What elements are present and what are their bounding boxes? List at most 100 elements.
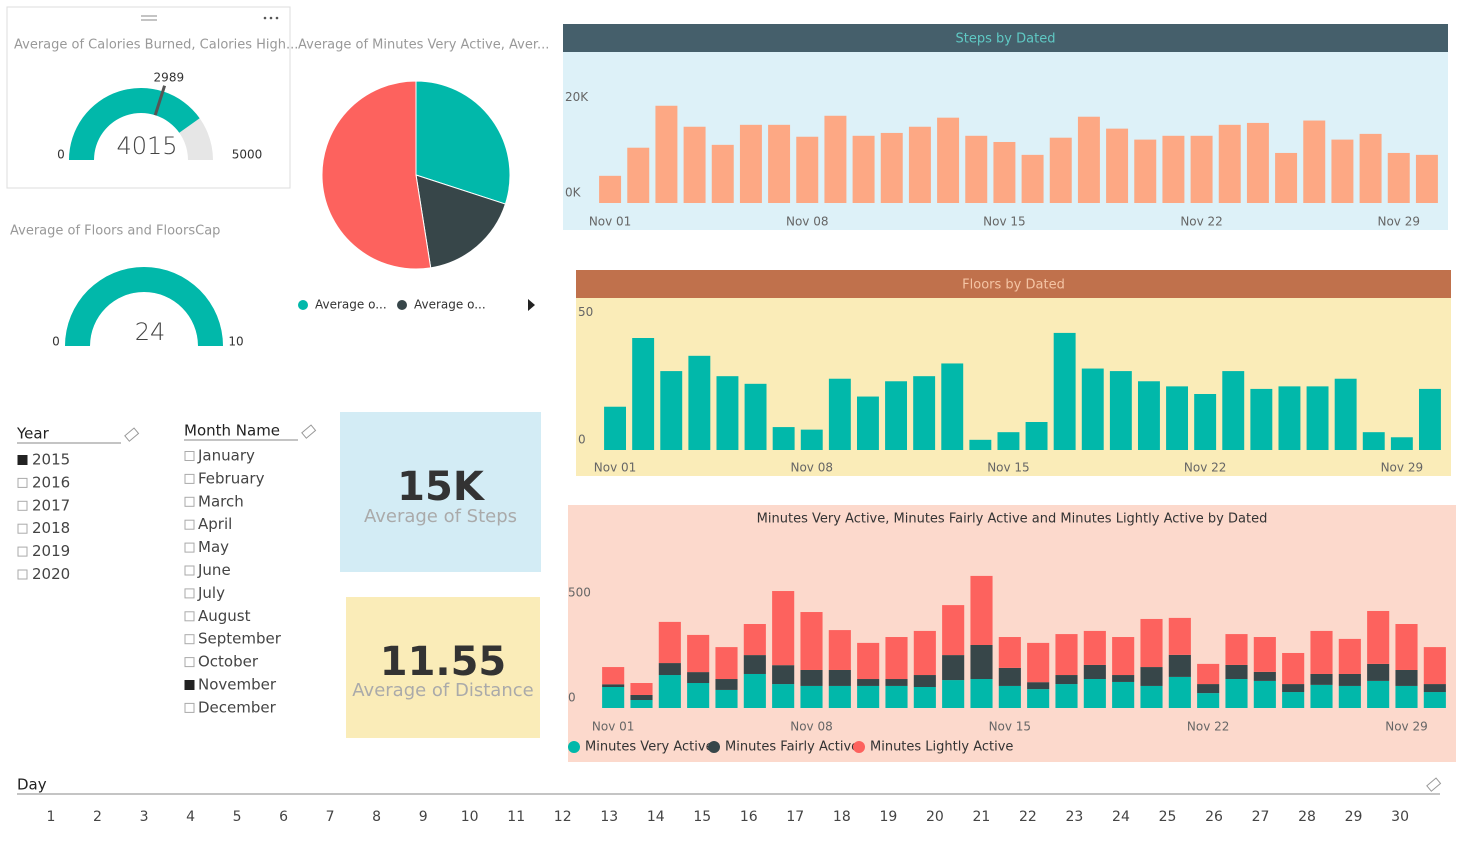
slicer-item: 2015: [32, 451, 70, 469]
bar: [965, 135, 988, 203]
bar: [739, 124, 762, 203]
slicer-checkbox[interactable]: [184, 519, 195, 530]
more-options[interactable]: [263, 16, 279, 20]
slicer-item: March: [198, 492, 244, 510]
bar-segment: [998, 685, 1021, 708]
legend-next-arrow[interactable]: [528, 299, 535, 311]
bar: [824, 115, 847, 203]
bar-segment: [1225, 634, 1248, 665]
bar: [1190, 135, 1213, 203]
slicer-item[interactable]: 19: [879, 809, 897, 825]
bar: [1303, 120, 1326, 203]
slicer-item[interactable]: 6: [279, 809, 288, 825]
drag-handle[interactable]: [141, 15, 157, 21]
bar: [796, 136, 819, 203]
bar: [711, 144, 734, 203]
y-tick-label: 50: [578, 305, 593, 319]
bar: [627, 147, 650, 203]
slicer-item[interactable]: 21: [972, 809, 990, 825]
slicer-checkbox[interactable]: [17, 546, 28, 557]
gauge-title: Average of Calories Burned, Calories Hig…: [14, 38, 298, 53]
bar: [908, 126, 931, 203]
bar-segment: [970, 645, 993, 680]
bar: [1306, 386, 1329, 450]
bar-segment: [942, 605, 965, 656]
slicer-item[interactable]: 2: [93, 809, 102, 825]
slicer-checkbox[interactable]: [184, 451, 195, 461]
bar-segment: [857, 642, 880, 680]
slicer-checkbox[interactable]: [184, 542, 195, 553]
bar-segment: [1310, 684, 1333, 708]
slicer-item[interactable]: 10: [461, 809, 479, 825]
legend-label: Minutes Fairly Active: [725, 740, 859, 755]
slicer-item[interactable]: 30: [1391, 809, 1409, 825]
card: [346, 597, 540, 738]
slicer-checkbox[interactable]: [17, 523, 28, 534]
slicer-checkbox[interactable]: [184, 680, 195, 690]
slicer-checkbox[interactable]: [17, 455, 28, 465]
slicer-item[interactable]: 29: [1345, 809, 1363, 825]
chart-title: Minutes Very Active, Minutes Fairly Acti…: [757, 512, 1268, 527]
bar-segment: [1423, 684, 1446, 693]
slicer-item[interactable]: 12: [554, 809, 572, 825]
slicer-checkbox[interactable]: [17, 477, 28, 488]
slicer-item[interactable]: 14: [647, 809, 665, 825]
slicer-item[interactable]: 28: [1298, 809, 1316, 825]
slicer-item[interactable]: 23: [1066, 809, 1084, 825]
bar-segment: [1253, 680, 1276, 708]
slicer-item[interactable]: 1: [47, 809, 56, 825]
slicer-checkbox[interactable]: [184, 702, 195, 713]
bar: [599, 175, 622, 203]
slicer-checkbox[interactable]: [17, 569, 28, 580]
slicer-item[interactable]: 20: [926, 809, 944, 825]
slicer-item[interactable]: 8: [372, 809, 381, 825]
slicer-checkbox[interactable]: [184, 588, 195, 599]
bar-segment: [743, 673, 766, 708]
slicer-checkbox[interactable]: [184, 634, 195, 645]
slicer-checkbox[interactable]: [17, 500, 28, 511]
legend-dot: [568, 741, 580, 753]
slicer-item[interactable]: 9: [419, 809, 428, 825]
slicer-checkbox[interactable]: [184, 496, 195, 507]
bar: [828, 378, 851, 450]
slicer-checkbox[interactable]: [184, 565, 195, 576]
slicer-item[interactable]: 22: [1019, 809, 1037, 825]
slicer-item[interactable]: 18: [833, 809, 851, 825]
bar-segment: [1055, 675, 1078, 685]
slicer-item[interactable]: 17: [786, 809, 804, 825]
slicer-item[interactable]: 13: [600, 809, 618, 825]
slicer-item[interactable]: 15: [693, 809, 711, 825]
slicer-item[interactable]: 26: [1205, 809, 1223, 825]
bar-segment: [998, 667, 1021, 686]
x-tick-label: Nov 08: [786, 215, 829, 229]
slicer-item[interactable]: 11: [507, 809, 525, 825]
slicer-item[interactable]: 7: [326, 809, 335, 825]
bar-segment: [970, 679, 993, 708]
slicer-item[interactable]: 16: [740, 809, 758, 825]
slicer-item: April: [198, 515, 232, 533]
slicer-item[interactable]: 4: [186, 809, 195, 825]
y-tick-label: 0: [568, 691, 576, 705]
bar-segment: [1367, 610, 1390, 664]
bar-segment: [1197, 684, 1220, 694]
slicer-item[interactable]: 5: [233, 809, 242, 825]
bar: [800, 429, 823, 450]
slicer-checkbox[interactable]: [184, 657, 195, 668]
legend-dot: [708, 741, 720, 753]
bar-segment: [1423, 692, 1446, 708]
chart-header: [576, 270, 1451, 298]
slicer-item[interactable]: 25: [1159, 809, 1177, 825]
bar: [1390, 437, 1413, 450]
slicer-item: September: [198, 630, 282, 648]
slicer-checkbox[interactable]: [184, 611, 195, 622]
bar-segment: [913, 675, 936, 687]
slicer-item[interactable]: 27: [1252, 809, 1270, 825]
eraser-icons[interactable]: [124, 424, 1442, 792]
slicer-checkbox[interactable]: [184, 473, 195, 484]
bar: [768, 124, 791, 203]
slicer-item[interactable]: 24: [1112, 809, 1130, 825]
slicer-item[interactable]: 3: [140, 809, 149, 825]
bar-segment: [800, 685, 823, 708]
bar: [688, 355, 711, 450]
